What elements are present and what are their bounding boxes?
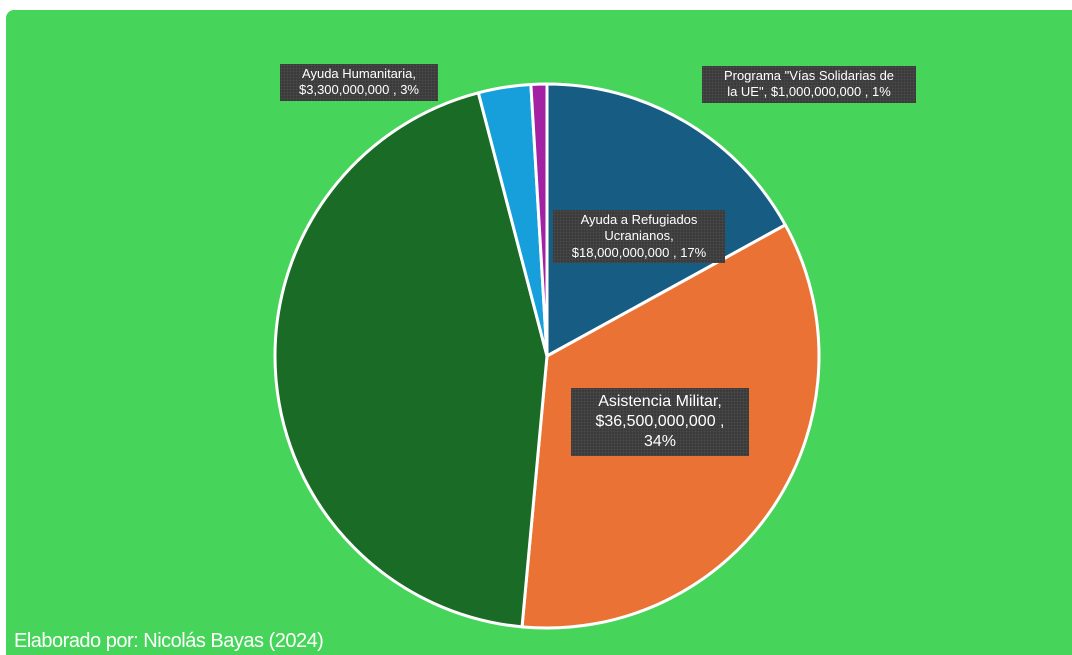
- data-label-refugiados-line1: Ayuda a Refugiados: [580, 212, 698, 227]
- pie-chart: [273, 82, 821, 630]
- data-label-refugiados-line3: $18,000,000,000 , 17%: [571, 244, 707, 260]
- data-label-refugiados: Ayuda a Refugiados Ucranianos, $18,000,0…: [553, 210, 725, 263]
- data-label-programa: Programa "Vías Solidarias de la UE", $1,…: [702, 66, 916, 103]
- data-label-militar-line3: 34%: [643, 433, 677, 450]
- data-label-humanitaria: Ayuda Humanitaria, $3,300,000,000 , 3%: [280, 64, 438, 101]
- pie-slice-4: [529, 82, 549, 358]
- data-label-programa-line2: la UE", $1,000,000,000 , 1%: [727, 84, 891, 100]
- data-label-militar: Asistencia Militar, $36,500,000,000 , 34…: [571, 388, 749, 456]
- data-label-humanitaria-line1: Ayuda Humanitaria,: [302, 66, 416, 81]
- data-label-humanitaria-line2: $3,300,000,000 , 3%: [299, 82, 419, 98]
- credit-text: Elaborado por: Nicolás Bayas (2024): [14, 630, 324, 652]
- data-label-programa-line1: Programa "Vías Solidarias de: [723, 68, 895, 83]
- pie-slice-2: [273, 91, 549, 629]
- data-label-refugiados-line2: Ucranianos,: [604, 228, 674, 244]
- chart-panel: Ayuda a Refugiados Ucranianos, $18,000,0…: [6, 10, 1072, 655]
- data-label-militar-line2: $36,500,000,000 ,: [595, 413, 725, 430]
- data-label-militar-line1: Asistencia Militar,: [598, 393, 722, 410]
